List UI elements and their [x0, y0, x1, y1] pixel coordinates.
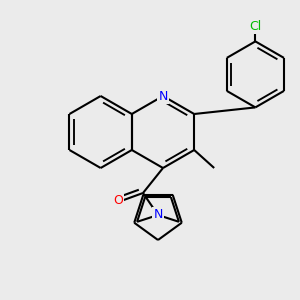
Text: N: N: [158, 89, 168, 103]
Text: N: N: [153, 208, 163, 221]
Text: Cl: Cl: [249, 20, 262, 33]
Text: O: O: [113, 194, 123, 208]
Text: N: N: [153, 208, 163, 221]
Text: Cl: Cl: [249, 20, 262, 33]
Text: O: O: [113, 194, 123, 208]
